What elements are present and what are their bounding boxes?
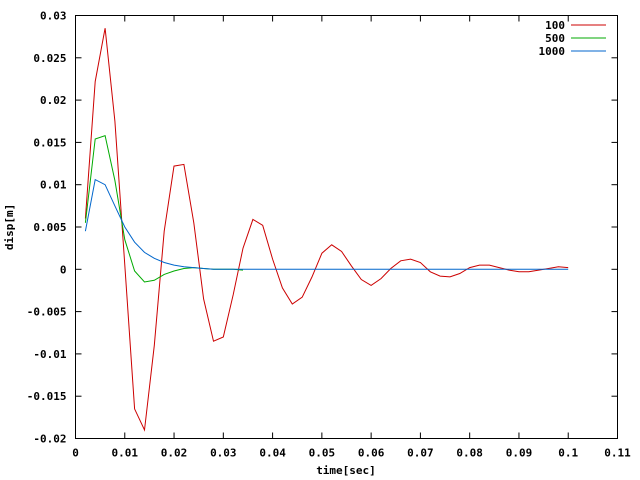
x-tick-label: 0.04: [259, 447, 286, 460]
x-tick-label: 0.03: [210, 447, 237, 460]
y-tick-label: 0.03: [40, 10, 67, 23]
legend-label: 1000: [539, 45, 566, 58]
series-line-100: [84, 28, 569, 432]
legend-label: 500: [545, 32, 565, 45]
y-tick-label: 0: [60, 263, 67, 276]
plot-frame: [75, 15, 618, 439]
series-lines: [84, 28, 569, 432]
y-tick-label: 0.025: [33, 52, 66, 65]
series-line-1000: [84, 178, 569, 270]
y-tick-label: 0.02: [40, 94, 67, 107]
y-tick-label: 0.015: [33, 136, 66, 149]
x-tick-label: 0.1: [558, 447, 578, 460]
legend-label: 100: [545, 19, 565, 32]
x-tick-label: 0.02: [161, 447, 188, 460]
x-tick-label: 0: [72, 447, 79, 460]
y-tick-label: -0.01: [33, 348, 66, 361]
x-tick-label: 0.01: [112, 447, 139, 460]
x-tick-label: 0.08: [456, 447, 483, 460]
y-axis-label: disp[m]: [3, 204, 16, 250]
series-line-500: [84, 134, 244, 283]
y-tick-label: -0.015: [27, 390, 67, 403]
x-tick-label: 0.05: [309, 447, 336, 460]
x-axis-label: time[sec]: [316, 464, 376, 477]
x-tick-label: 0.11: [604, 447, 631, 460]
y-tick-label: 0.005: [33, 221, 66, 234]
x-tick-label: 0.06: [358, 447, 385, 460]
x-tick-label: 0.07: [407, 447, 434, 460]
axis-ticks: 0 0.01 0.02 0.03 0.04 0.05 0.06 0.07 0.08 0.09 0.1…: [27, 10, 631, 460]
y-tick-label: 0.01: [40, 179, 67, 192]
y-tick-label: -0.02: [33, 433, 66, 446]
y-tick-label: -0.005: [27, 306, 67, 319]
x-tick-label: 0.09: [506, 447, 533, 460]
